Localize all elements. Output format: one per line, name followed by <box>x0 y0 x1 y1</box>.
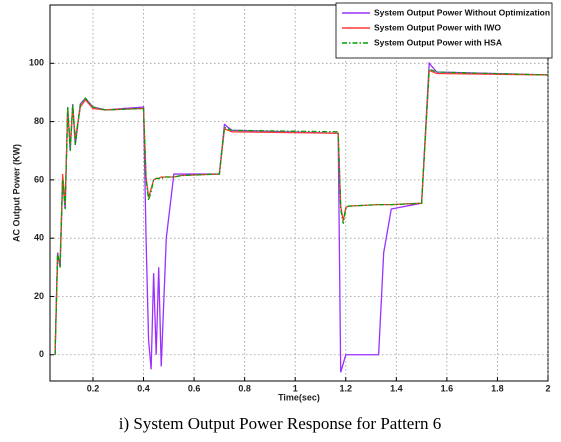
legend-label: System Output Power Without Optimization <box>374 7 550 17</box>
caption: i) System Output Power Response for Patt… <box>119 414 442 433</box>
y-tick-label: 100 <box>29 58 44 68</box>
legend-label: System Output Power with HSA <box>374 37 502 47</box>
y-axis-label: AC Output Power (KW) <box>11 144 21 242</box>
y-tick-label: 20 <box>34 291 44 301</box>
legend-box <box>335 2 553 59</box>
x-tick-label: 0.4 <box>137 383 150 393</box>
y-tick-label: 60 <box>34 174 44 184</box>
y-tick-label: 80 <box>34 116 44 126</box>
x-tick-label: 0.8 <box>238 383 251 393</box>
x-tick-label: 0.2 <box>87 383 100 393</box>
x-tick-label: 1.8 <box>491 383 504 393</box>
legend-label: System Output Power with IWO <box>374 22 501 32</box>
x-tick-label: 1 <box>293 383 298 393</box>
x-tick-label: 1.2 <box>340 383 353 393</box>
x-tick-label: 1.6 <box>441 383 454 393</box>
x-axis-label: Time(sec) <box>278 392 320 402</box>
x-tick-label: 1.4 <box>390 383 403 393</box>
plot-area <box>49 4 549 382</box>
x-tick-label: 2 <box>545 383 550 393</box>
y-tick-label: 40 <box>34 233 44 243</box>
series-line <box>54 68 549 355</box>
x-tick-label: 0.6 <box>188 383 201 393</box>
y-tick-label: 0 <box>39 349 44 359</box>
